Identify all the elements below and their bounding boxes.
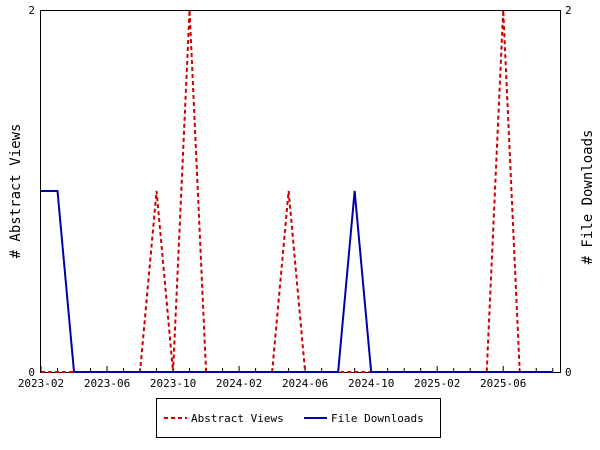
series-line-abstract-views bbox=[41, 9, 553, 373]
x-tick-label: 2024-02 bbox=[216, 377, 262, 390]
x-tick-label: 2025-06 bbox=[480, 377, 526, 390]
legend-box bbox=[156, 398, 441, 438]
y-left-tick-label-min: 0 bbox=[28, 366, 35, 379]
x-tick-label: 2023-10 bbox=[150, 377, 196, 390]
x-tick-label: 2023-06 bbox=[84, 377, 130, 390]
x-tick-label: 2024-06 bbox=[282, 377, 328, 390]
y-left-tick-label-max: 2 bbox=[28, 4, 35, 17]
series-line-file-downloads bbox=[41, 190, 553, 373]
x-tick-label: 2023-02 bbox=[18, 377, 64, 390]
x-axis-tick-labels: 2023-02 2023-06 2023-10 2024-02 2024-06 2024-… bbox=[18, 377, 527, 390]
y-right-tick-label-min: 0 bbox=[565, 366, 572, 379]
legend: Abstract Views File Downloads bbox=[156, 398, 441, 438]
x-tick-label: 2025-02 bbox=[414, 377, 460, 390]
legend-label-abstract-views: Abstract Views bbox=[191, 412, 284, 425]
y-axis-label-right: # File Downloads bbox=[580, 130, 596, 265]
y-right-tick-label-max: 2 bbox=[565, 4, 572, 17]
legend-label-file-downloads: File Downloads bbox=[331, 412, 424, 425]
series-layer bbox=[41, 9, 553, 373]
y-axis-label-left: # Abstract Views bbox=[8, 124, 24, 259]
x-tick-label: 2024-10 bbox=[348, 377, 394, 390]
